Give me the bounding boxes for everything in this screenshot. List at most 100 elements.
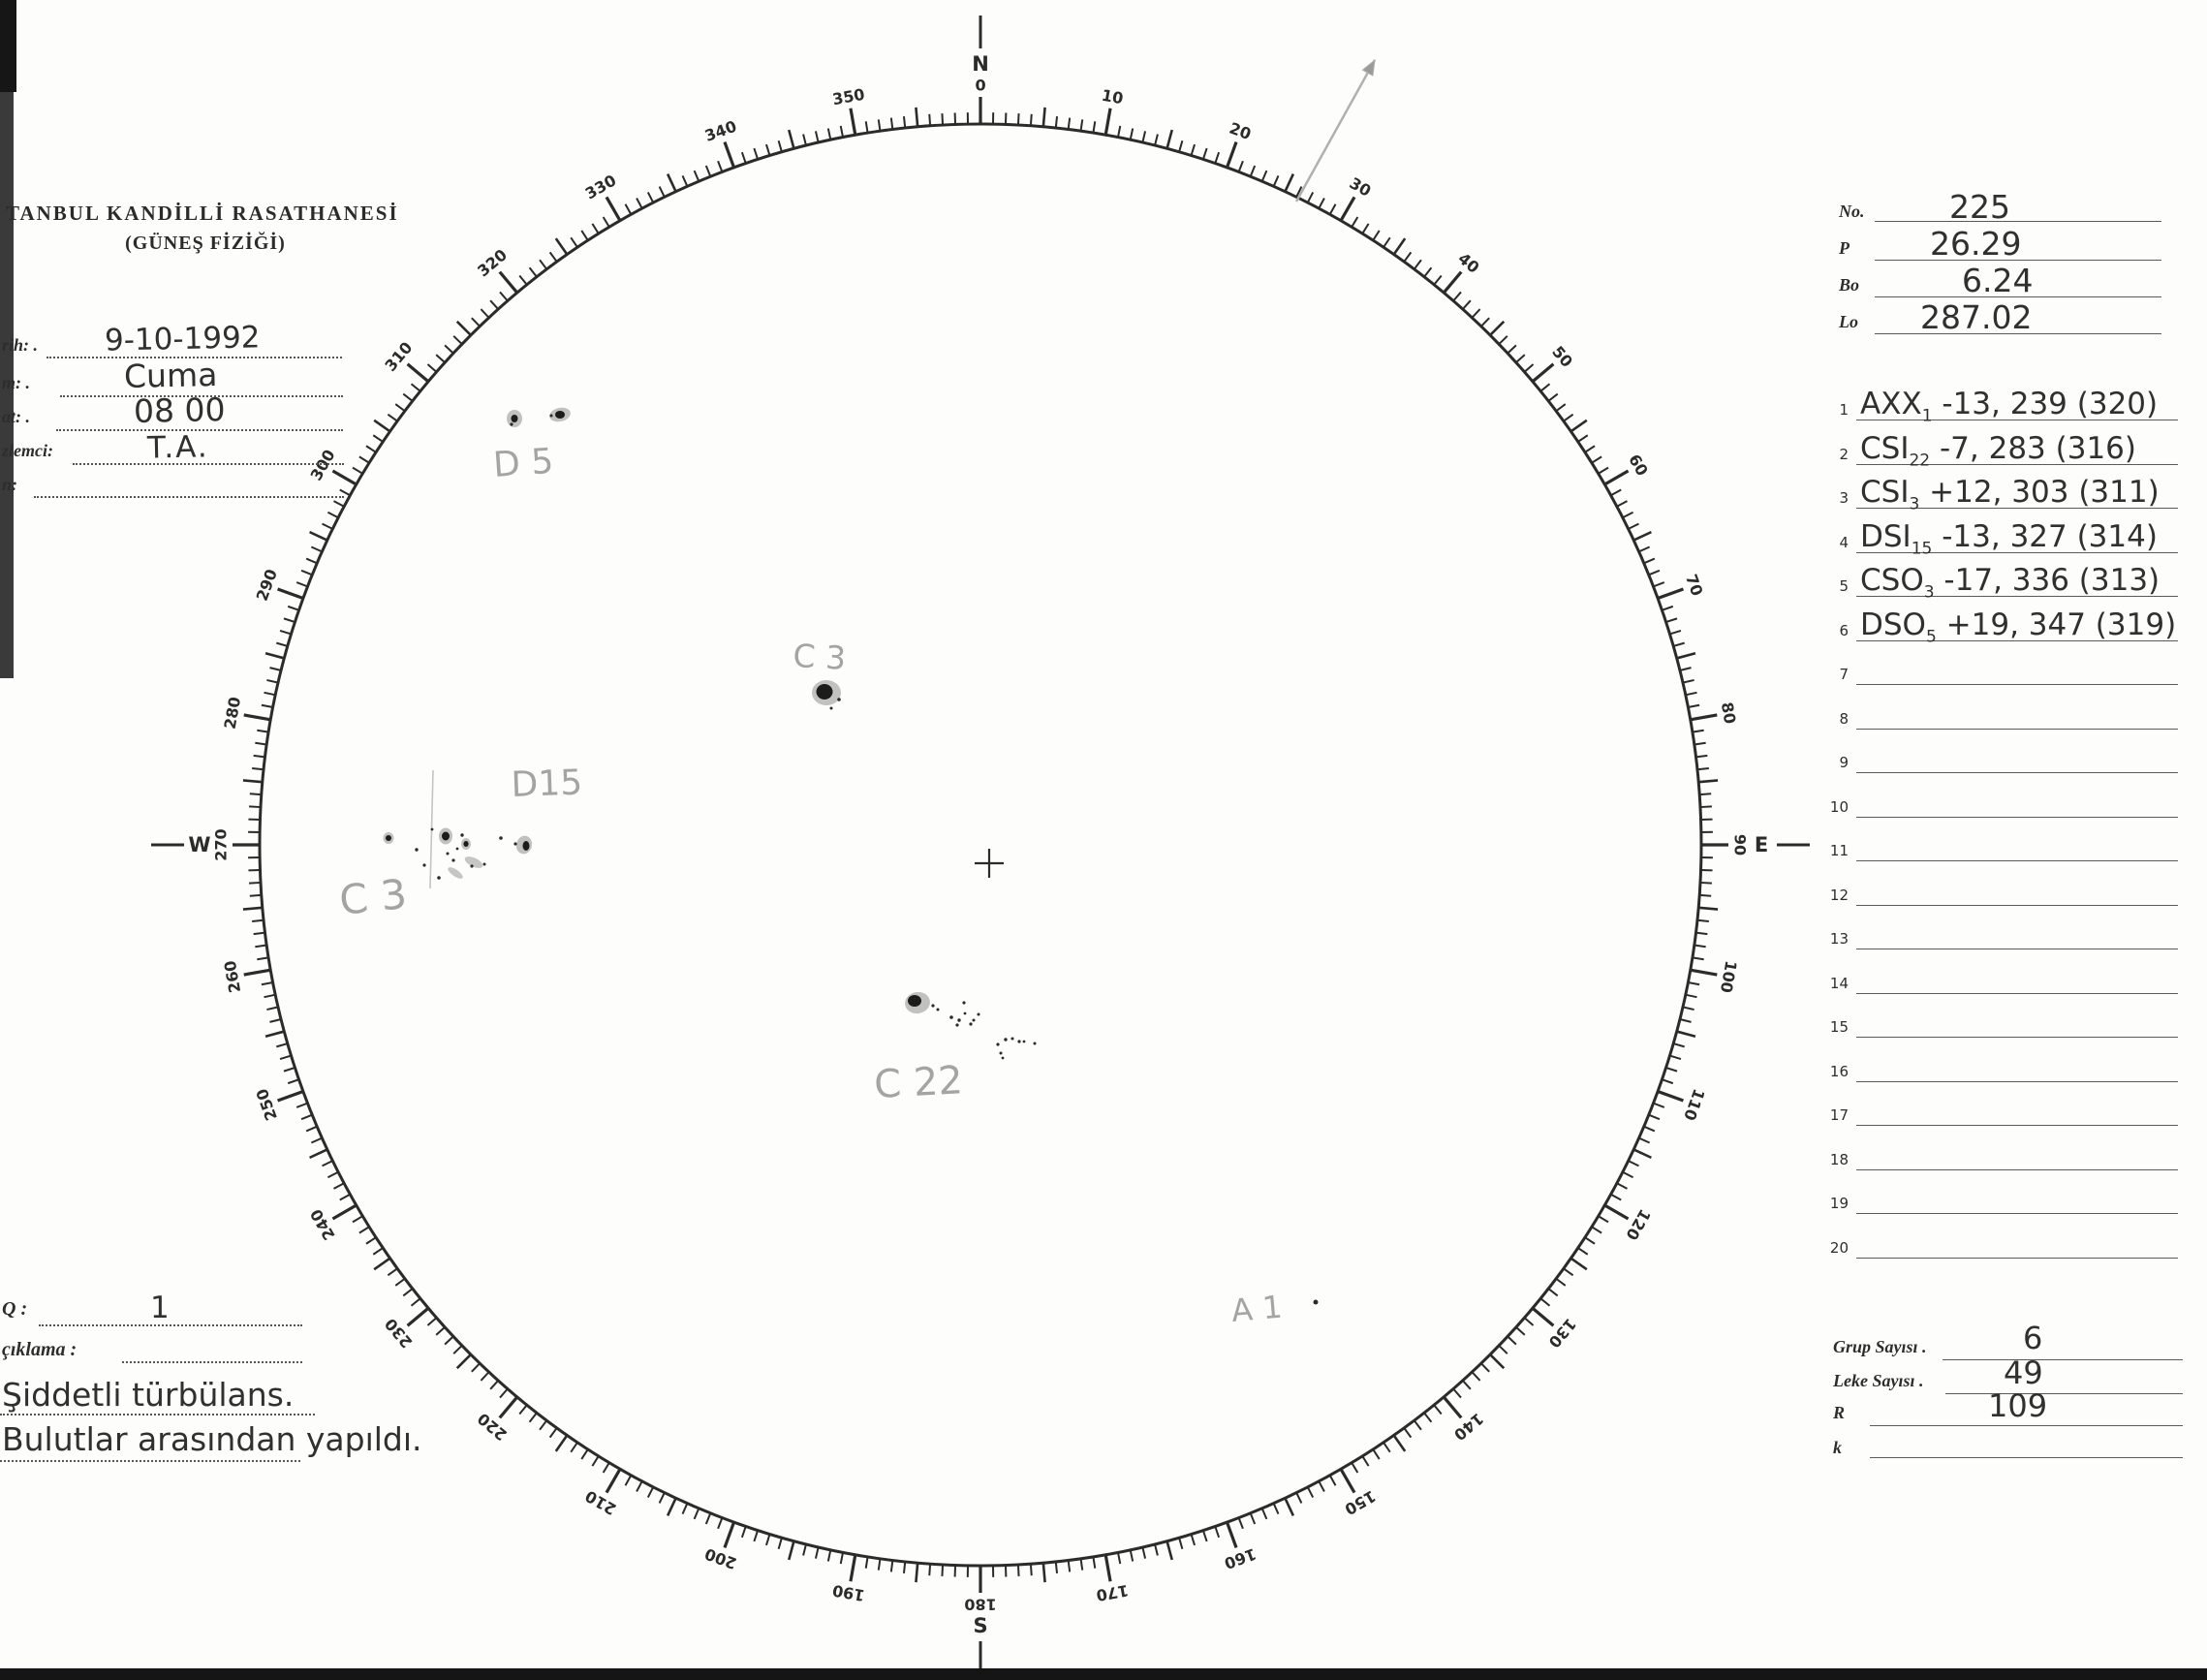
umbra: [816, 684, 833, 700]
degree-label: 180: [964, 1596, 996, 1614]
degree-ticks: [233, 97, 1728, 1593]
pore-dot: [957, 1018, 961, 1022]
pore-dot: [1004, 1038, 1008, 1042]
sunspot-group-C22: C 22: [873, 991, 1037, 1107]
note-line-2: Bulutlar arasından yapıldı.: [2, 1420, 422, 1458]
field-line-date: [47, 357, 342, 358]
degree-label: 270: [212, 828, 231, 860]
sunspot-group-D5: D 5: [492, 407, 571, 485]
pore-dot: [1313, 1299, 1319, 1305]
note-line-1: Şiddetli türbülans.: [2, 1376, 295, 1414]
degree-label: 0: [975, 77, 985, 95]
group-row-number: 13: [1829, 930, 1849, 948]
faculae-smudge: [448, 867, 463, 879]
sunspot-group-C3-north: C 3: [793, 637, 847, 710]
summary-line-grup: [1943, 1359, 2183, 1360]
field-label-extra: n:: [2, 475, 18, 494]
summary-label-grup: Grup Sayısı .: [1833, 1337, 1927, 1356]
group-row-line: [1856, 1080, 2178, 1082]
pore-dot: [955, 1023, 959, 1027]
group-row-number: 15: [1829, 1018, 1849, 1036]
group-row-number: 17: [1829, 1106, 1849, 1124]
field-line-observer: [73, 463, 344, 465]
q-label: Q :: [2, 1298, 28, 1320]
center-cross: [975, 849, 1004, 878]
summary-line-leke: [1945, 1393, 2183, 1394]
group-entry: CSI3 +12, 303 (311): [1860, 475, 2160, 514]
summary-line-k: [1870, 1457, 2183, 1458]
group-row-number: 4: [1839, 533, 1849, 551]
aciklama-label: çıklama :: [2, 1339, 78, 1360]
group-row-number: 9: [1839, 754, 1849, 771]
eph-value-lo: 287.02: [1920, 298, 2033, 336]
umbra: [908, 995, 921, 1007]
pore-dot: [962, 1001, 966, 1005]
eph-line-bo: [1875, 296, 2161, 297]
pore-dot: [451, 858, 455, 862]
pore-dot: [513, 842, 517, 846]
pore-dot: [977, 1012, 980, 1016]
pore-dot: [446, 852, 450, 856]
field-line-time: [56, 429, 343, 431]
degree-label: 10: [1101, 86, 1125, 109]
group-pencil-label: C 22: [873, 1058, 964, 1107]
field-label-observer: zlemci:: [2, 441, 53, 460]
cardinal-letter-W: W: [188, 833, 210, 856]
group-row-line: [1856, 1168, 2178, 1170]
pore-dot: [963, 1011, 967, 1015]
summary-label-leke: Leke Sayısı .: [1833, 1371, 1924, 1390]
pore-dot: [549, 414, 553, 418]
scan-edge-left-cap: [0, 0, 16, 92]
observatory-subtitle: (GÜNEŞ FİZİĞİ): [125, 233, 286, 254]
pore-dot: [996, 1042, 1000, 1046]
pore-dot: [510, 422, 513, 426]
group-pencil-label: C 3: [337, 870, 409, 924]
group-entry: AXX1 -13, 239 (320): [1860, 387, 2159, 426]
sunspot-group-D15-C3-west: D15 C 3: [337, 762, 583, 923]
eph-value-bo: 6.24: [1962, 262, 2034, 299]
summary-value-grup: 6: [2023, 1320, 2043, 1356]
group-row-line: [1856, 1257, 2178, 1259]
cardinal-letter-E: E: [1755, 833, 1768, 856]
umbra: [522, 841, 530, 851]
pore-dot: [437, 876, 441, 880]
summary-value-r: 109: [1988, 1387, 2048, 1424]
pore-dot: [455, 847, 459, 851]
group-row-number: 19: [1829, 1195, 1849, 1212]
pore-dot: [1001, 1056, 1005, 1060]
degree-label: 80: [1718, 700, 1740, 725]
eph-label-p: P: [1839, 238, 1850, 258]
group-row-number: 7: [1839, 666, 1849, 683]
pore-dot: [430, 827, 434, 831]
pore-dot: [829, 706, 833, 710]
group-row-line: [1856, 860, 2178, 861]
observatory-title: TANBUL KANDİLLİ RASATHANESİ: [6, 202, 399, 225]
group-row-line: [1856, 1037, 2178, 1038]
group-row-number: 5: [1839, 577, 1849, 595]
pore-dot: [999, 1051, 1003, 1055]
umbra: [511, 415, 518, 422]
eph-value-p: 26.29: [1930, 225, 2022, 263]
umbra: [463, 841, 469, 847]
group-pencil-label: D 5: [492, 442, 555, 485]
pore-dot: [969, 1022, 973, 1026]
pore-dot: [482, 862, 486, 866]
scan-edge-left: [0, 0, 14, 678]
group-row-number: 14: [1829, 974, 1849, 992]
pore-dot: [936, 1008, 940, 1011]
group-row-number: 20: [1829, 1238, 1849, 1257]
pore-dot: [1033, 1042, 1037, 1045]
aciklama-line: [122, 1361, 302, 1363]
field-label-day: m: .: [2, 373, 30, 392]
eph-line-lo: [1875, 333, 2161, 334]
group-row-number: 18: [1829, 1150, 1849, 1168]
pore-dot: [1010, 1037, 1014, 1041]
group-entry: CSO3 -17, 336 (313): [1860, 563, 2160, 603]
group-row-number: 10: [1829, 797, 1849, 816]
umbra: [386, 835, 391, 841]
group-row-number: 3: [1839, 489, 1849, 507]
eph-label-no: No.: [1839, 202, 1865, 221]
group-entry: CSI22 -7, 283 (316): [1860, 430, 2136, 471]
